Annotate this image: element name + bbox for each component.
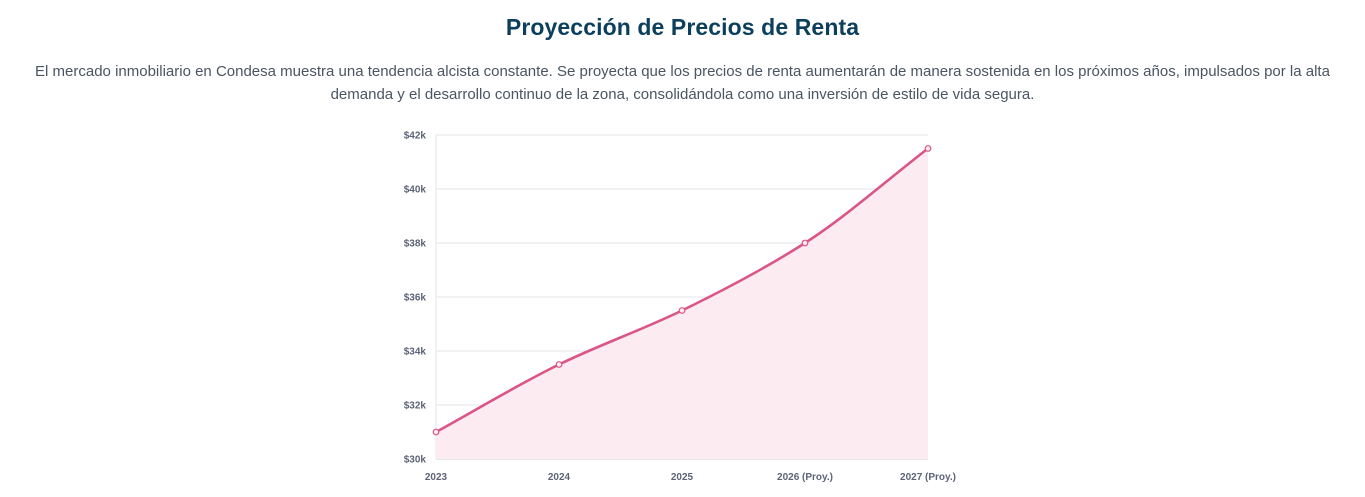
y-tick-label: $30k (404, 455, 427, 466)
y-tick-label: $32k (404, 401, 427, 412)
y-tick-label: $34k (404, 347, 427, 358)
y-tick-label: $36k (404, 293, 427, 304)
data-point (924, 145, 932, 152)
y-tick-label: $40k (404, 185, 427, 196)
x-tick-label: 2025 (671, 472, 694, 483)
x-tick-label: 2026 (Proy.) (777, 472, 833, 483)
section-description: El mercado inmobiliario en Condesa muest… (35, 63, 1330, 103)
data-point (801, 239, 809, 247)
y-tick-label: $38k (404, 239, 427, 250)
data-point (555, 361, 563, 368)
y-tick-label: $42k (404, 131, 427, 142)
area-fill (436, 148, 928, 459)
x-tick-label: 2023 (425, 472, 448, 483)
section-title: Proyección de Precios de Renta (505, 14, 860, 40)
data-point (678, 307, 686, 314)
x-tick-label: 2027 (Proy.) (900, 472, 956, 483)
data-point (432, 428, 440, 436)
x-tick-label: 2024 (548, 472, 571, 483)
